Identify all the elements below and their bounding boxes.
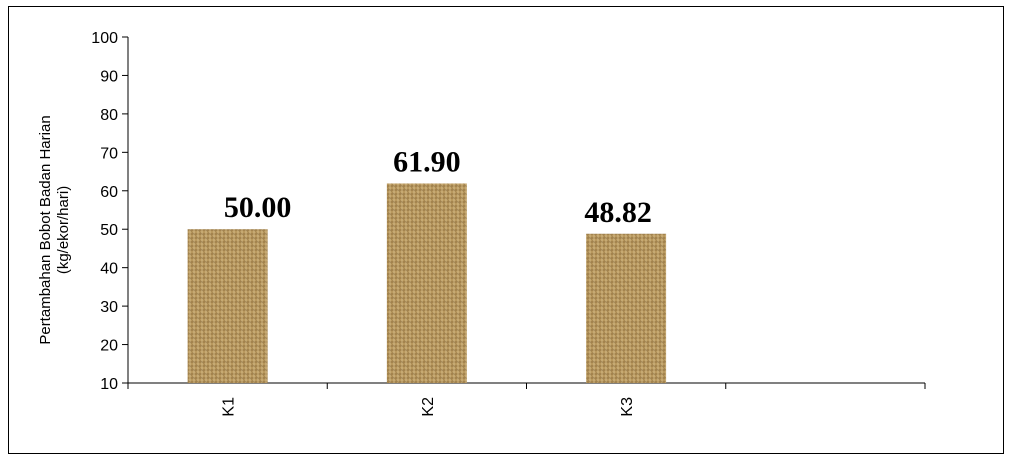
y-tick-label: 50: [100, 222, 118, 239]
bars: [187, 183, 667, 383]
data-label-k2: 61.90: [393, 145, 461, 178]
x-ticks: K1 K2 K3: [127, 383, 926, 417]
x-tick-label: K2: [420, 397, 437, 417]
y-axis-title-line1: Pertambahan Bobot Badan Harian: [37, 115, 54, 344]
y-axis-title: Pertambahan Bobot Badan Harian (kg/ekor/…: [37, 115, 72, 344]
y-tick-label: 80: [100, 107, 118, 124]
chart-frame: [8, 6, 1004, 454]
y-tick-label: 20: [100, 338, 118, 355]
data-labels: 50.00 61.90 48.82: [224, 145, 652, 228]
y-tick-label: 70: [100, 145, 118, 162]
y-ticks: 10 20 30 40 50 60 70 80 90 100: [91, 30, 128, 393]
y-tick-label: 60: [100, 184, 118, 201]
bar-k2: [386, 183, 467, 383]
x-tick-label: K3: [619, 397, 636, 417]
bar-k1: [187, 229, 268, 383]
bar-k3: [586, 233, 667, 383]
y-tick-label: 100: [91, 30, 118, 47]
data-label-k3: 48.82: [584, 196, 652, 229]
data-label-k1: 50.00: [224, 191, 292, 224]
y-tick-label: 30: [100, 299, 118, 316]
x-tick-label: K1: [221, 397, 238, 417]
y-tick-label: 90: [100, 68, 118, 85]
y-tick-label: 10: [100, 376, 118, 393]
y-axis-title-line2: (kg/ekor/hari): [55, 186, 72, 274]
y-tick-label: 40: [100, 261, 118, 278]
